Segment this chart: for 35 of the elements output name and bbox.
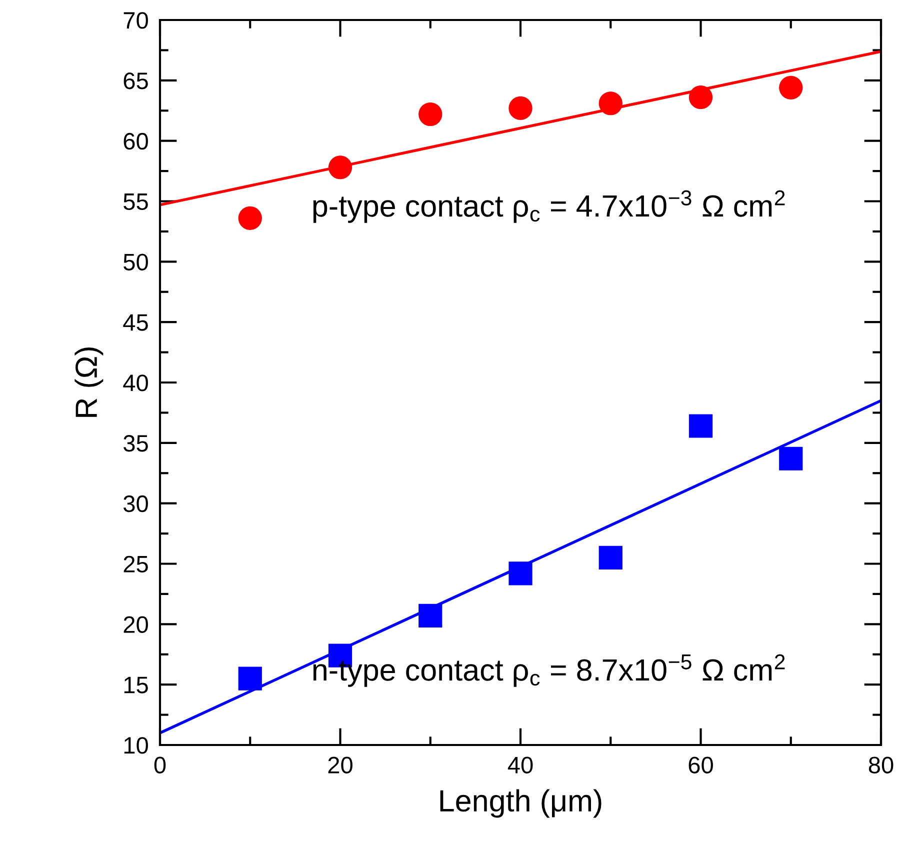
point: [238, 206, 262, 230]
point: [688, 414, 713, 438]
y-tick-label: 15: [124, 676, 148, 694]
point: [508, 562, 532, 586]
point: [598, 92, 622, 116]
x-axis-title: Length (μm): [440, 789, 602, 818]
y-tick-label: 70: [124, 12, 148, 29]
point: [779, 76, 803, 100]
y-tick-label: 55: [124, 194, 148, 210]
point: [688, 86, 713, 110]
x-tick-label: 20: [328, 756, 352, 774]
x-tick-label: 40: [508, 756, 533, 774]
point: [598, 546, 622, 570]
y-tick-label: 25: [124, 556, 148, 573]
annotation: n-type contact ρ$_{c}$ = 8.7x10$^{−5}$ Ω cm$^{2}$: [313, 654, 785, 687]
y-tick-label: 50: [124, 254, 148, 270]
x-tick-label: 0: [154, 756, 166, 774]
point: [418, 604, 442, 628]
y-tick-label: 30: [124, 495, 148, 512]
y-tick-label: 20: [124, 616, 148, 633]
y-tick-label: 10: [124, 737, 148, 754]
y-tick-label: 65: [124, 72, 148, 90]
point: [238, 666, 262, 690]
x-tick-label: 60: [688, 756, 713, 774]
y-axis-title: R (Ω): [74, 348, 104, 417]
y-tick-label: 40: [123, 374, 148, 392]
y-tick-label: 35: [124, 434, 148, 452]
point: [779, 446, 803, 470]
y-tick-label: 45: [123, 314, 148, 331]
point: [328, 156, 352, 180]
x-tick-label: 80: [868, 756, 894, 774]
point: [418, 102, 442, 126]
annotation: p-type contact ρ$_{c}$ = 4.7x10$^{−3}$ Ω cm$^{2}$: [313, 190, 785, 223]
point: [508, 96, 532, 120]
y-tick-label: 60: [124, 132, 148, 150]
